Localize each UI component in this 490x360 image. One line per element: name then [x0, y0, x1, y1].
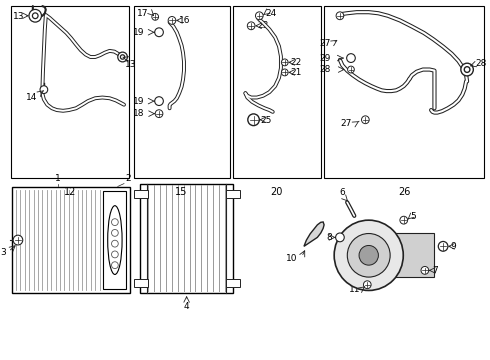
Ellipse shape — [155, 97, 163, 105]
Text: 27: 27 — [341, 119, 352, 128]
Ellipse shape — [438, 242, 448, 251]
Bar — [103, 192, 126, 289]
Text: 1: 1 — [55, 174, 61, 183]
Ellipse shape — [155, 28, 163, 37]
Ellipse shape — [334, 220, 403, 291]
Ellipse shape — [118, 52, 127, 62]
Text: 28: 28 — [319, 65, 330, 74]
Ellipse shape — [281, 59, 288, 66]
Text: 11: 11 — [348, 284, 360, 293]
Ellipse shape — [336, 12, 344, 20]
Text: 13: 13 — [13, 12, 24, 21]
Text: 5: 5 — [411, 212, 416, 221]
Ellipse shape — [112, 262, 118, 269]
Text: 13: 13 — [125, 60, 137, 69]
Ellipse shape — [346, 54, 355, 63]
Ellipse shape — [29, 9, 42, 22]
Text: 14: 14 — [26, 93, 38, 102]
Text: 7: 7 — [433, 266, 438, 275]
Ellipse shape — [32, 13, 38, 19]
Ellipse shape — [400, 216, 408, 224]
Bar — [233, 6, 321, 178]
Ellipse shape — [421, 266, 429, 274]
Text: 28: 28 — [476, 59, 487, 68]
Ellipse shape — [112, 251, 118, 258]
Text: 4: 4 — [184, 302, 190, 311]
Bar — [367, 233, 434, 277]
Ellipse shape — [168, 17, 176, 24]
Ellipse shape — [247, 22, 255, 30]
Text: 25: 25 — [261, 116, 272, 125]
Ellipse shape — [364, 281, 371, 289]
Ellipse shape — [121, 55, 125, 59]
Ellipse shape — [336, 233, 344, 242]
Text: 23: 23 — [257, 21, 269, 30]
Ellipse shape — [112, 219, 118, 226]
Bar — [140, 184, 233, 293]
Text: 6: 6 — [340, 188, 345, 197]
Bar — [226, 279, 240, 287]
Text: 26: 26 — [398, 187, 410, 197]
Ellipse shape — [362, 116, 369, 123]
Ellipse shape — [152, 13, 159, 20]
Ellipse shape — [248, 114, 259, 126]
Ellipse shape — [465, 67, 470, 72]
Text: 17: 17 — [137, 9, 148, 18]
Bar — [134, 190, 147, 198]
Text: 8: 8 — [326, 233, 332, 242]
Text: 16: 16 — [179, 16, 191, 25]
Text: 9: 9 — [450, 242, 456, 251]
Bar — [12, 187, 130, 293]
Text: 27: 27 — [319, 39, 330, 48]
Text: 20: 20 — [270, 187, 283, 197]
Ellipse shape — [40, 86, 48, 94]
Text: 24: 24 — [266, 9, 277, 18]
Text: 19: 19 — [133, 96, 145, 105]
Ellipse shape — [108, 206, 122, 274]
Text: 18: 18 — [133, 109, 145, 118]
Ellipse shape — [112, 229, 118, 236]
Ellipse shape — [13, 235, 23, 245]
Ellipse shape — [359, 246, 378, 265]
Text: 12: 12 — [64, 187, 76, 197]
Bar — [226, 190, 240, 198]
Text: 2: 2 — [125, 174, 131, 183]
Bar — [134, 279, 147, 287]
Text: 3: 3 — [0, 248, 6, 257]
Ellipse shape — [347, 234, 390, 277]
Ellipse shape — [281, 69, 288, 76]
Text: 10: 10 — [286, 254, 298, 263]
Bar — [324, 6, 484, 178]
Polygon shape — [304, 222, 324, 246]
Ellipse shape — [347, 66, 354, 73]
Text: 22: 22 — [291, 58, 302, 67]
Ellipse shape — [255, 12, 263, 20]
Ellipse shape — [155, 110, 163, 118]
Text: 19: 19 — [133, 28, 145, 37]
Ellipse shape — [112, 240, 118, 247]
Bar — [134, 6, 230, 178]
Text: 29: 29 — [319, 54, 330, 63]
Bar — [11, 6, 129, 178]
Text: 15: 15 — [175, 187, 188, 197]
Ellipse shape — [461, 63, 473, 76]
Text: 21: 21 — [291, 68, 302, 77]
